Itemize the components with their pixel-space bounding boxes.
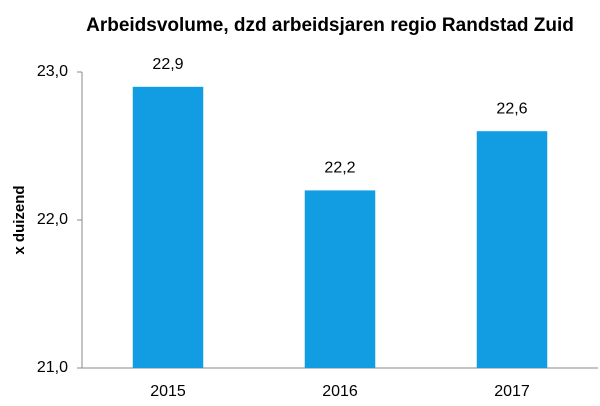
x-tick-label: 2015	[150, 383, 186, 400]
value-label: 22,2	[324, 160, 355, 177]
x-tick-label: 2016	[322, 383, 358, 400]
bar	[304, 190, 376, 368]
y-tick-label: 21,0	[37, 359, 68, 376]
value-label: 22,6	[496, 100, 527, 117]
bar	[132, 86, 204, 369]
chart-title: Arbeidsvolume, dzd arbeidsjaren regio Ra…	[86, 15, 574, 36]
bar	[476, 131, 548, 368]
x-tick-label: 2017	[494, 383, 530, 400]
value-label: 22,9	[152, 56, 183, 73]
y-tick-label: 22,0	[37, 211, 68, 228]
y-axis-label: x duizend	[11, 185, 28, 254]
y-tick-label: 23,0	[37, 63, 68, 80]
